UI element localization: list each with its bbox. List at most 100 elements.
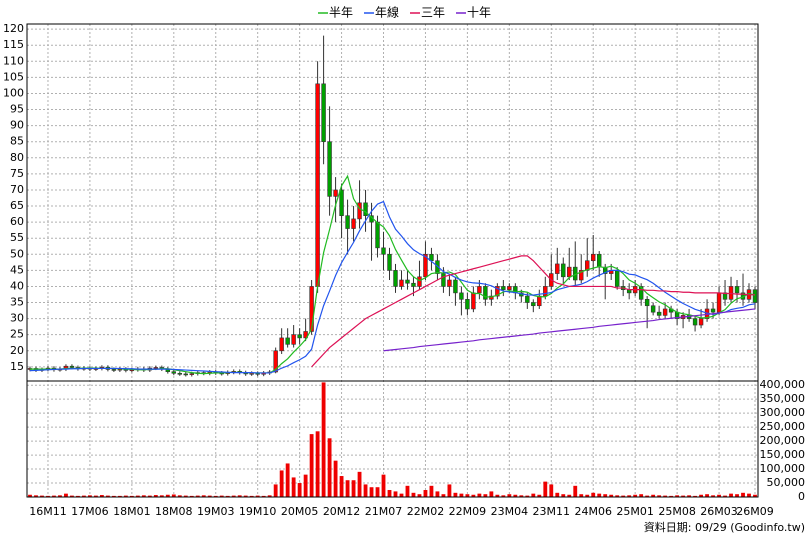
- candle-body: [752, 289, 758, 303]
- volume-bar: [753, 494, 757, 497]
- volume-bar: [123, 495, 128, 497]
- y-tick-label: 20: [10, 344, 24, 357]
- y-tick-label: 30: [10, 312, 24, 325]
- volume-bar: [375, 487, 380, 497]
- volume-bar: [76, 495, 80, 497]
- candle-body: [375, 221, 380, 249]
- volume-bar: [567, 494, 572, 497]
- candle-body: [734, 286, 740, 294]
- volume-bar: [303, 474, 308, 497]
- volume-bar: [351, 480, 356, 497]
- volume-bar: [603, 494, 608, 497]
- y-tick-label: 55: [10, 231, 24, 244]
- volume-bar: [82, 495, 86, 497]
- volume-bar: [723, 495, 727, 497]
- volume-bar: [58, 495, 62, 497]
- candle-body: [303, 331, 308, 339]
- volume-bar: [369, 487, 374, 497]
- volume-bar: [249, 495, 254, 497]
- y-tick-label: 90: [10, 119, 24, 132]
- y-tick-label: 115: [3, 38, 24, 51]
- y2-tick-label: 50,000: [767, 476, 806, 489]
- volume-bar: [417, 494, 422, 497]
- x-tick-label: 22M09: [449, 505, 487, 518]
- volume-bar: [411, 492, 416, 497]
- volume-bar: [645, 495, 650, 497]
- candle-body: [177, 372, 183, 375]
- candle-body: [722, 292, 728, 300]
- candle-body: [411, 282, 416, 287]
- candle-body: [596, 253, 602, 268]
- x-tick-label: 16M11: [29, 505, 67, 518]
- volume-bar: [621, 495, 626, 497]
- volume-bar: [285, 463, 290, 497]
- candle-body: [441, 273, 446, 287]
- y-tick-label: 70: [10, 183, 24, 196]
- candle-body: [525, 295, 530, 303]
- candle-body: [291, 334, 296, 345]
- volume-bar: [615, 495, 620, 497]
- volume-bar: [441, 494, 446, 497]
- candle-body: [602, 266, 608, 274]
- candle-body: [638, 286, 644, 300]
- volume-bar: [159, 495, 164, 497]
- y-tick-label: 35: [10, 296, 24, 309]
- volume-bar: [591, 492, 596, 497]
- volume-bar: [93, 495, 98, 497]
- volume-bar: [531, 493, 536, 497]
- candle-body: [501, 286, 506, 290]
- x-tick-label: 21M07: [365, 505, 403, 518]
- volume-bar: [207, 495, 212, 497]
- candle-body: [69, 365, 75, 368]
- candle-body: [561, 263, 566, 278]
- volume-bar: [501, 495, 506, 497]
- candle-body: [387, 253, 392, 271]
- volume-bar: [52, 495, 56, 497]
- y2-tick-label: 400,000: [760, 378, 806, 391]
- candle-body: [471, 292, 476, 310]
- volume-bar: [453, 492, 458, 497]
- y2-tick-label: 150,000: [760, 448, 806, 461]
- volume-bar: [627, 495, 632, 497]
- volume-bar: [711, 495, 715, 497]
- candle-body: [656, 311, 662, 316]
- volume-bar: [681, 495, 686, 497]
- volume-bar: [171, 494, 176, 497]
- y2-tick-label: 300,000: [760, 406, 806, 419]
- volume-bar: [141, 495, 146, 497]
- x-tick-label: 25M08: [658, 505, 696, 518]
- candle-body: [357, 202, 362, 220]
- volume-bar: [705, 494, 709, 497]
- candle-body: [650, 305, 656, 313]
- legend-label: 三年: [421, 6, 445, 20]
- volume-bar: [549, 484, 554, 497]
- volume-bar: [609, 494, 614, 497]
- volume-bar: [537, 494, 542, 497]
- volume-bar: [297, 483, 302, 497]
- volume-bar: [333, 460, 338, 497]
- x-tick-label: 26M09: [736, 505, 774, 518]
- volume-bar: [183, 495, 188, 497]
- volume-bar: [459, 493, 464, 497]
- volume-bar: [135, 495, 140, 497]
- candle-body: [591, 253, 596, 262]
- candle-body: [399, 279, 404, 287]
- volume-bar: [213, 495, 218, 497]
- volume-bar: [435, 491, 440, 497]
- volume-bar: [231, 495, 236, 497]
- volume-bar: [585, 494, 590, 497]
- candle-body: [662, 308, 668, 316]
- volume-bar: [393, 491, 398, 497]
- volume-bar: [261, 495, 266, 497]
- footnote: 資料日期: 09/29 (Goodinfo.tw): [644, 520, 805, 534]
- volume-bar: [669, 495, 674, 497]
- y-tick-label: 80: [10, 151, 24, 164]
- volume-bar: [117, 495, 122, 497]
- volume-bar: [687, 495, 692, 497]
- volume-bar: [267, 495, 272, 497]
- volume-bar: [243, 495, 248, 497]
- candle-body: [567, 266, 572, 278]
- candle-body: [333, 189, 338, 197]
- volume-bar: [507, 494, 512, 497]
- y2-tick-label: 200,000: [760, 434, 806, 447]
